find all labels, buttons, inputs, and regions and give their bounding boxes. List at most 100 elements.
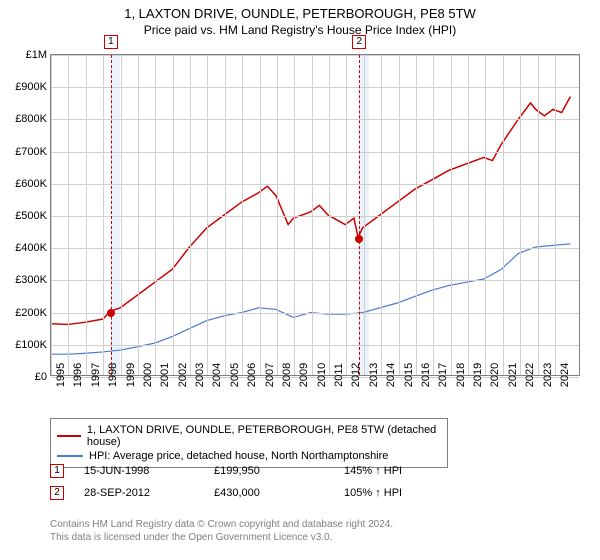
- gridline-h: [51, 184, 579, 185]
- gridline-v: [381, 55, 382, 375]
- gridline-v: [346, 55, 347, 375]
- xtick-label: 2002: [173, 363, 189, 387]
- xtick-label: 2022: [520, 363, 536, 387]
- gridline-v: [155, 55, 156, 375]
- sale-row: 1 15-JUN-1998 £199,950 145% ↑ HPI: [50, 460, 402, 482]
- xtick-label: 2014: [381, 363, 397, 387]
- gridline-v: [312, 55, 313, 375]
- gridline-v: [225, 55, 226, 375]
- ytick-label: £500K: [15, 210, 51, 222]
- sale-marker-box: 2: [352, 35, 366, 49]
- sale-marker-box: 1: [104, 35, 118, 49]
- gridline-h: [51, 345, 579, 346]
- gridline-v: [173, 55, 174, 375]
- sale-price: £199,950: [214, 465, 324, 477]
- gridline-v: [485, 55, 486, 375]
- gridline-v: [364, 55, 365, 375]
- xtick-label: 2011: [329, 363, 345, 387]
- legend-swatch: [57, 455, 83, 457]
- xtick-label: 1995: [51, 363, 67, 387]
- gridline-v: [433, 55, 434, 375]
- gridline-v: [68, 55, 69, 375]
- ytick-label: £900K: [15, 81, 51, 93]
- xtick-label: 2009: [294, 363, 310, 387]
- ytick-label: £400K: [15, 242, 51, 254]
- xtick-label: 1997: [86, 363, 102, 387]
- xtick-label: 2017: [433, 363, 449, 387]
- gridline-h: [51, 55, 579, 56]
- sale-row: 2 28-SEP-2012 £430,000 105% ↑ HPI: [50, 482, 402, 504]
- ytick-label: £200K: [15, 307, 51, 319]
- xtick-label: 1996: [68, 363, 84, 387]
- sale-pct: 145% ↑ HPI: [344, 465, 402, 477]
- gridline-v: [103, 55, 104, 375]
- gridline-v: [538, 55, 539, 375]
- chart-title: 1, LAXTON DRIVE, OUNDLE, PETERBOROUGH, P…: [0, 0, 600, 21]
- gridline-v: [207, 55, 208, 375]
- sales-table: 1 15-JUN-1998 £199,950 145% ↑ HPI 2 28-SEP-20…: [50, 460, 402, 504]
- ytick-label: £100K: [15, 339, 51, 351]
- sale-vline: [111, 55, 112, 375]
- xtick-label: 2021: [503, 363, 519, 387]
- gridline-h: [51, 248, 579, 249]
- xtick-label: 2024: [555, 363, 571, 387]
- gridline-v: [399, 55, 400, 375]
- ytick-label: £600K: [15, 178, 51, 190]
- gridline-v: [520, 55, 521, 375]
- xtick-label: 1999: [121, 363, 137, 387]
- ytick-label: £700K: [15, 146, 51, 158]
- sale-row-marker: 2: [50, 486, 64, 500]
- sale-vline: [359, 55, 360, 375]
- sale-row-marker: 1: [50, 464, 64, 478]
- chart-container: 1, LAXTON DRIVE, OUNDLE, PETERBOROUGH, P…: [0, 0, 600, 560]
- gridline-v: [277, 55, 278, 375]
- xtick-label: 2004: [207, 363, 223, 387]
- attribution: Contains HM Land Registry data © Crown c…: [50, 518, 393, 544]
- gridline-h: [51, 280, 579, 281]
- sale-pct: 105% ↑ HPI: [344, 487, 402, 499]
- gridline-v: [503, 55, 504, 375]
- gridline-v: [416, 55, 417, 375]
- gridline-h: [51, 216, 579, 217]
- line-svg: [51, 55, 579, 375]
- gridline-v: [121, 55, 122, 375]
- xtick-label: 2018: [451, 363, 467, 387]
- chart-subtitle: Price paid vs. HM Land Registry's House …: [0, 21, 600, 37]
- xtick-label: 2008: [277, 363, 293, 387]
- xtick-label: 2020: [485, 363, 501, 387]
- xtick-label: 2016: [416, 363, 432, 387]
- xtick-label: 2010: [312, 363, 328, 387]
- gridline-v: [51, 55, 52, 375]
- gridline-v: [468, 55, 469, 375]
- attribution-line1: Contains HM Land Registry data © Crown c…: [50, 518, 393, 531]
- gridline-v: [329, 55, 330, 375]
- legend-label: 1, LAXTON DRIVE, OUNDLE, PETERBOROUGH, P…: [87, 424, 441, 448]
- xtick-label: 2007: [260, 363, 276, 387]
- xtick-label: 2019: [468, 363, 484, 387]
- ytick-label: £300K: [15, 274, 51, 286]
- sale-price: £430,000: [214, 487, 324, 499]
- gridline-v: [451, 55, 452, 375]
- gridline-v: [294, 55, 295, 375]
- ytick-label: £800K: [15, 113, 51, 125]
- sale-date: 15-JUN-1998: [84, 465, 194, 477]
- plot-area: £0£100K£200K£300K£400K£500K£600K£700K£80…: [50, 54, 580, 376]
- xtick-label: 2000: [138, 363, 154, 387]
- gridline-h: [51, 152, 579, 153]
- gridline-h: [51, 313, 579, 314]
- gridline-h: [51, 119, 579, 120]
- xtick-label: 2001: [155, 363, 171, 387]
- ytick-label: £0: [35, 371, 51, 383]
- gridline-v: [555, 55, 556, 375]
- legend-swatch: [57, 435, 81, 437]
- xtick-label: 2023: [538, 363, 554, 387]
- xtick-label: 2013: [364, 363, 380, 387]
- sale-date: 28-SEP-2012: [84, 487, 194, 499]
- gridline-v: [260, 55, 261, 375]
- sale-marker-dot: [107, 309, 115, 317]
- xtick-label: 2006: [242, 363, 258, 387]
- gridline-v: [138, 55, 139, 375]
- gridline-v: [242, 55, 243, 375]
- gridline-v: [190, 55, 191, 375]
- ytick-label: £1M: [26, 49, 51, 61]
